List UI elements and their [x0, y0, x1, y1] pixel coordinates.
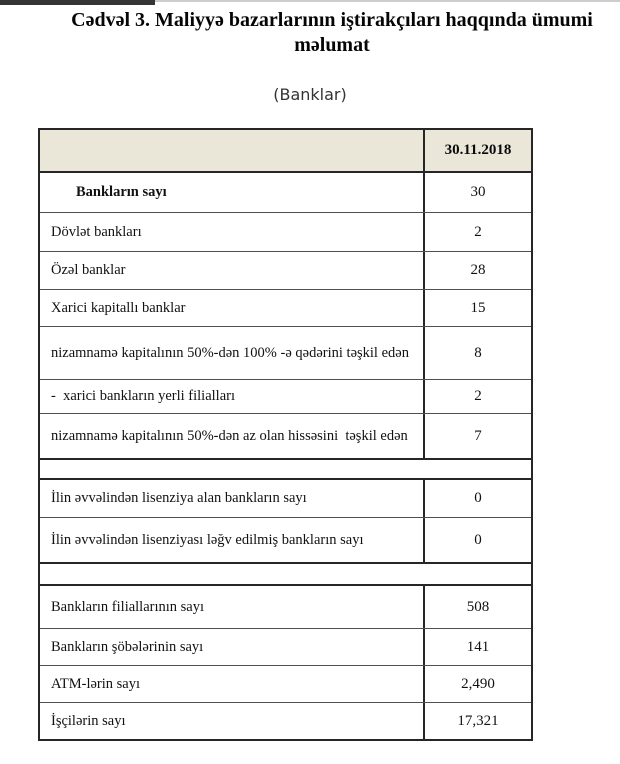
top-edge-bar [0, 0, 155, 5]
row-value: 141 [466, 638, 490, 655]
row-label: nizamnamə kapitalının 50%-dən 100% -ə qə… [40, 327, 425, 379]
row-value: 7 [474, 427, 482, 444]
table-row-local-branches-foreign-banks: - xarici bankların yerli filialları 2 [40, 380, 531, 414]
row-value: 28 [470, 262, 486, 278]
row-value: 0 [474, 490, 482, 506]
table-separator-row [40, 460, 531, 480]
row-value: 508 [466, 598, 490, 615]
row-value: 2 [474, 223, 482, 240]
row-label: Xarici kapitallı banklar [40, 290, 425, 326]
row-label: İşçilərin sayı [40, 703, 425, 739]
table-row-atms: ATM-lərin sayı 2,490 [40, 666, 531, 703]
page-title: Cədvəl 3. Maliyyə bazarlarının iştirakçı… [0, 8, 620, 58]
table-row-state-banks: Dövlət bankları 2 [40, 213, 531, 252]
header-date-cell: 30.11.2018 [444, 142, 512, 158]
page-title-line2: məlumat [294, 34, 370, 56]
table-row-license-revoked-this-year: İlin əvvəlindən lisenziyası ləğv edilmiş… [40, 518, 531, 564]
row-label: İlin əvvəlindən lisenziyası ləğv edilmiş… [40, 518, 425, 562]
row-label: Bankların şöbələrinin sayı [40, 629, 425, 665]
table-separator-row [40, 564, 531, 586]
table-row-licensed-this-year: İlin əvvəlindən lisenziya alan bankların… [40, 480, 531, 518]
page-title-line1: Cədvəl 3. Maliyyə bazarlarının iştirakçı… [71, 9, 593, 31]
row-value: 8 [474, 344, 482, 361]
row-value: 30 [470, 184, 486, 200]
table-row-capital-below-50: nizamnamə kapitalının 50%-dən az olan hi… [40, 414, 531, 460]
row-label: Bankların sayı [40, 173, 425, 212]
top-edge-line [0, 0, 620, 2]
table-row-employees: İşçilərin sayı 17,321 [40, 703, 531, 739]
table-header-row: 30.11.2018 [40, 130, 531, 173]
header-empty-cell [40, 130, 425, 171]
row-value: 17,321 [457, 712, 499, 729]
row-label: İlin əvvəlindən lisenziya alan bankların… [40, 480, 425, 517]
row-label: Bankların filiallarının sayı [40, 586, 425, 628]
table-row-bank-branches: Bankların filiallarının sayı 508 [40, 586, 531, 629]
row-label: Dövlət bankları [40, 213, 425, 251]
banks-stats-table: 30.11.2018 Bankların sayı 30 Dövlət bank… [38, 128, 533, 741]
row-value: 2 [474, 388, 482, 404]
table-row-capital-50-to-100: nizamnamə kapitalının 50%-dən 100% -ə qə… [40, 327, 531, 380]
row-value: 0 [474, 531, 482, 548]
row-label: Özəl banklar [40, 252, 425, 289]
table-row-bank-departments: Bankların şöbələrinin sayı 141 [40, 629, 531, 666]
table-row-foreign-capital-banks: Xarici kapitallı banklar 15 [40, 290, 531, 327]
row-label: ATM-lərin sayı [40, 666, 425, 702]
row-label: - xarici bankların yerli filialları [40, 380, 425, 413]
table-row-private-banks: Özəl banklar 28 [40, 252, 531, 290]
row-label: nizamnamə kapitalının 50%-dən az olan hi… [40, 414, 425, 458]
row-value: 15 [470, 299, 486, 316]
table-row-banks-total: Bankların sayı 30 [40, 173, 531, 213]
page-subtitle: (Banklar) [273, 85, 347, 104]
row-value: 2,490 [461, 675, 495, 692]
